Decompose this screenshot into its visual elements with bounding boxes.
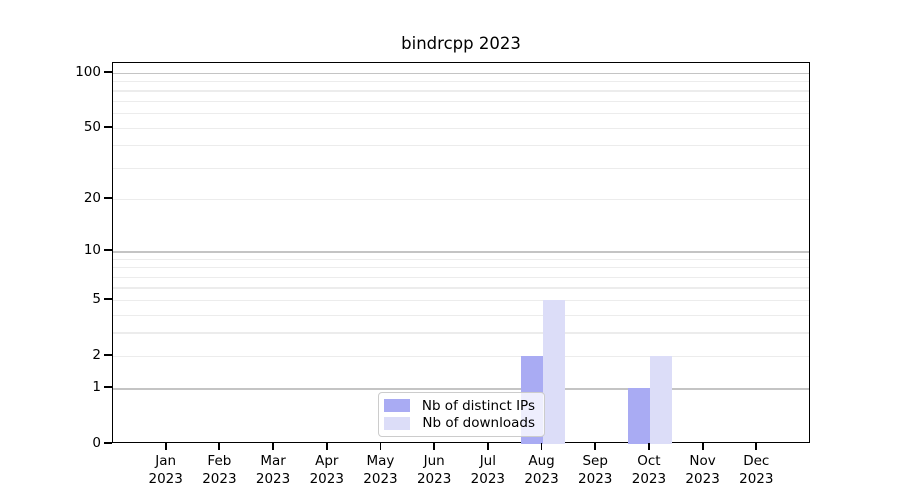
legend-swatch-distinct-ips-icon bbox=[383, 399, 410, 413]
x-axis-label-month: Jan bbox=[155, 453, 177, 469]
minor-gridline bbox=[113, 101, 809, 103]
x-axis-label-year: 2023 bbox=[470, 471, 506, 487]
x-axis-label: Nov 2023 bbox=[671, 452, 735, 488]
x-axis-label-year: 2023 bbox=[255, 471, 291, 487]
y-axis-label: 1 bbox=[92, 379, 101, 396]
x-axis-label-year: 2023 bbox=[363, 471, 398, 487]
legend: Nb of distinct IPs Nb of downloads bbox=[378, 392, 545, 437]
x-axis-tick bbox=[272, 443, 274, 450]
y-axis-label: 20 bbox=[83, 190, 101, 207]
x-axis-label-year: 2023 bbox=[578, 471, 613, 487]
x-axis-label-month: Oct bbox=[637, 453, 661, 469]
x-axis-label: Oct 2023 bbox=[617, 452, 681, 488]
minor-gridline bbox=[113, 299, 809, 301]
x-axis-label-year: 2023 bbox=[416, 471, 452, 487]
minor-gridline bbox=[113, 287, 809, 289]
x-axis-label-year: 2023 bbox=[685, 471, 720, 487]
minor-gridline bbox=[113, 167, 809, 169]
y-axis-tick bbox=[104, 386, 112, 389]
x-axis-label-year: 2023 bbox=[309, 471, 344, 487]
x-axis-tick bbox=[218, 443, 221, 450]
x-axis-label-year: 2023 bbox=[148, 471, 183, 487]
minor-gridline bbox=[113, 267, 809, 269]
x-axis-label-month: Mar bbox=[260, 453, 286, 469]
minor-gridline bbox=[113, 258, 809, 260]
x-axis-label-year: 2023 bbox=[739, 471, 774, 487]
x-axis-label-month: Apr bbox=[315, 453, 339, 469]
x-axis-tick bbox=[325, 443, 328, 450]
x-axis-label-year: 2023 bbox=[524, 471, 559, 487]
x-axis-label: Sep 2023 bbox=[563, 452, 627, 488]
minor-gridline bbox=[113, 145, 809, 147]
x-axis-label: Apr 2023 bbox=[295, 452, 359, 488]
x-axis-tick bbox=[164, 443, 167, 450]
x-axis-tick bbox=[648, 443, 650, 450]
x-axis-label: Jan 2023 bbox=[134, 452, 198, 488]
x-axis-label-month: Nov bbox=[689, 453, 716, 469]
minor-gridline bbox=[113, 276, 809, 278]
x-axis-tick bbox=[486, 443, 489, 450]
x-axis-tick bbox=[701, 443, 704, 450]
x-axis-label: May 2023 bbox=[348, 452, 412, 488]
bar-downloads bbox=[649, 355, 672, 444]
y-axis-tick bbox=[104, 353, 112, 356]
x-axis-label-year: 2023 bbox=[202, 471, 237, 487]
x-axis-tick bbox=[379, 443, 382, 450]
y-axis-label: 0 bbox=[92, 435, 101, 451]
minor-gridline bbox=[113, 355, 809, 357]
legend-label-downloads: Nb of downloads bbox=[422, 415, 535, 432]
legend-swatch-downloads-icon bbox=[384, 416, 411, 430]
y-axis-label: 10 bbox=[83, 242, 101, 259]
chart-title: bindrcpp 2023 bbox=[401, 34, 521, 53]
minor-gridline bbox=[113, 314, 809, 316]
bar-downloads bbox=[542, 299, 565, 444]
plot-area bbox=[112, 62, 810, 444]
x-axis-label: Aug 2023 bbox=[510, 452, 574, 488]
y-axis-label: 100 bbox=[75, 63, 101, 80]
y-axis-tick bbox=[104, 70, 112, 73]
y-axis-tick bbox=[104, 125, 112, 128]
x-axis-label-month: Jul bbox=[479, 453, 496, 469]
y-axis-label: 5 bbox=[92, 290, 101, 307]
y-axis-tick bbox=[104, 249, 112, 251]
bar-distinct-ips bbox=[627, 388, 650, 444]
minor-gridline bbox=[113, 90, 809, 92]
major-gridline bbox=[113, 72, 809, 75]
y-axis-tick bbox=[104, 442, 112, 444]
legend-item-downloads: Nb of downloads bbox=[384, 415, 535, 432]
x-axis-label-month: Feb bbox=[207, 453, 232, 469]
x-axis-label-month: Aug bbox=[528, 453, 555, 469]
x-axis-label: Jun 2023 bbox=[402, 452, 466, 488]
y-axis-label: 2 bbox=[92, 346, 101, 363]
x-axis-label-month: Jun bbox=[423, 453, 445, 469]
x-axis-tick bbox=[594, 443, 597, 450]
x-axis-label: Mar 2023 bbox=[241, 452, 305, 488]
x-axis-label-year: 2023 bbox=[631, 471, 667, 487]
major-gridline bbox=[113, 388, 809, 390]
x-axis-label-month: Sep bbox=[582, 453, 608, 469]
x-axis-label: Dec 2023 bbox=[724, 452, 788, 488]
minor-gridline bbox=[113, 81, 809, 83]
minor-gridline bbox=[113, 332, 809, 334]
y-axis-label: 50 bbox=[83, 118, 101, 135]
x-axis-tick bbox=[540, 443, 543, 450]
legend-item-distinct-ips: Nb of distinct IPs bbox=[383, 397, 535, 414]
y-axis-tick bbox=[104, 197, 112, 199]
x-axis-label: Jul 2023 bbox=[456, 452, 520, 488]
x-axis-label: Feb 2023 bbox=[187, 452, 251, 488]
minor-gridline bbox=[113, 127, 809, 129]
legend-label-distinct-ips: Nb of distinct IPs bbox=[421, 397, 535, 414]
major-gridline bbox=[113, 251, 809, 253]
y-axis-tick bbox=[104, 297, 112, 300]
minor-gridline bbox=[113, 199, 809, 201]
x-axis-label-month: May bbox=[366, 453, 395, 469]
x-axis-tick bbox=[433, 443, 436, 450]
minor-gridline bbox=[113, 113, 809, 115]
x-axis-tick bbox=[755, 443, 758, 450]
x-axis-label-month: Dec bbox=[743, 453, 770, 469]
